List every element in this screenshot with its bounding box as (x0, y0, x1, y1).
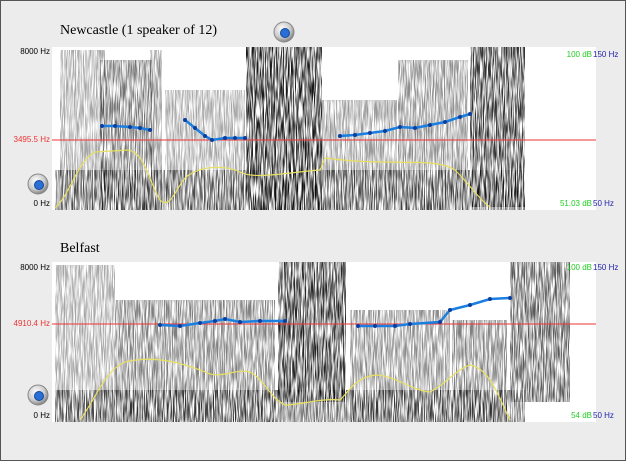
pitch-point (128, 125, 132, 129)
pitch-point (238, 320, 242, 324)
freq-cursor: 3495.5 Hz (14, 135, 50, 144)
pitch-point (158, 323, 162, 327)
pitch-point (338, 134, 342, 138)
pitch-point (428, 123, 432, 127)
pitch-point (356, 324, 360, 328)
pitch-point (283, 319, 287, 323)
pitch-point (373, 324, 377, 328)
spectrogram (52, 47, 596, 210)
pitch-point (148, 128, 152, 132)
pitch-point (368, 131, 372, 135)
db-bottom: 51.03 dB (560, 199, 592, 208)
pitch-point (213, 319, 217, 323)
pitch-point (468, 303, 472, 307)
pitch-point (223, 317, 227, 321)
db-bottom: 54 dB (571, 411, 592, 420)
freq-bottom: 0 Hz (34, 411, 50, 420)
pitch-point (183, 118, 187, 122)
pitch-point (193, 126, 197, 130)
pitch-point (508, 296, 512, 300)
pitch-bottom: 50 Hz (593, 411, 614, 420)
freq-top: 8000 Hz (20, 47, 50, 56)
pitch-point (448, 308, 452, 312)
pitch-point (203, 134, 207, 138)
spectrogram (52, 262, 596, 422)
pitch-point (398, 125, 402, 129)
freq-bottom: 0 Hz (34, 199, 50, 208)
pitch-top: 150 Hz (593, 263, 618, 272)
pitch-point (233, 136, 237, 140)
pitch-top: 150 Hz (593, 50, 618, 59)
pitch-point (413, 126, 417, 130)
db-top: 100 dB (567, 263, 592, 272)
pitch-point (198, 321, 202, 325)
freq-cursor: 4910.4 Hz (14, 319, 50, 328)
play-button[interactable] (274, 22, 294, 42)
pitch-point (458, 115, 462, 119)
pitch-point (258, 319, 262, 323)
pitch-point (393, 324, 397, 328)
pitch-point (210, 138, 214, 142)
pitch-point (408, 322, 412, 326)
pitch-point (113, 124, 117, 128)
pitch-point (223, 136, 227, 140)
pitch-point (438, 320, 442, 324)
pitch-point (100, 124, 104, 128)
pitch-point (488, 297, 492, 301)
pitch-point (243, 136, 247, 140)
play-button[interactable] (28, 385, 48, 405)
pitch-point (468, 112, 472, 116)
pitch-point (443, 120, 447, 124)
pitch-point (138, 126, 142, 130)
play-button[interactable] (28, 174, 48, 194)
pitch-point (383, 129, 387, 133)
panel-title: Belfast (60, 241, 100, 256)
pitch-bottom: 50 Hz (593, 199, 614, 208)
pitch-point (178, 324, 182, 328)
db-top: 100 dB (567, 50, 592, 59)
pitch-point (353, 133, 357, 137)
freq-top: 8000 Hz (20, 263, 50, 272)
panel-title: Newcastle (1 speaker of 12) (60, 23, 217, 38)
page: Newcastle (1 speaker of 12) 8000 Hz 3495… (0, 0, 626, 461)
